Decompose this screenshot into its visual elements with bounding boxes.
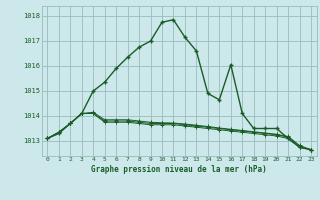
X-axis label: Graphe pression niveau de la mer (hPa): Graphe pression niveau de la mer (hPa) — [91, 165, 267, 174]
